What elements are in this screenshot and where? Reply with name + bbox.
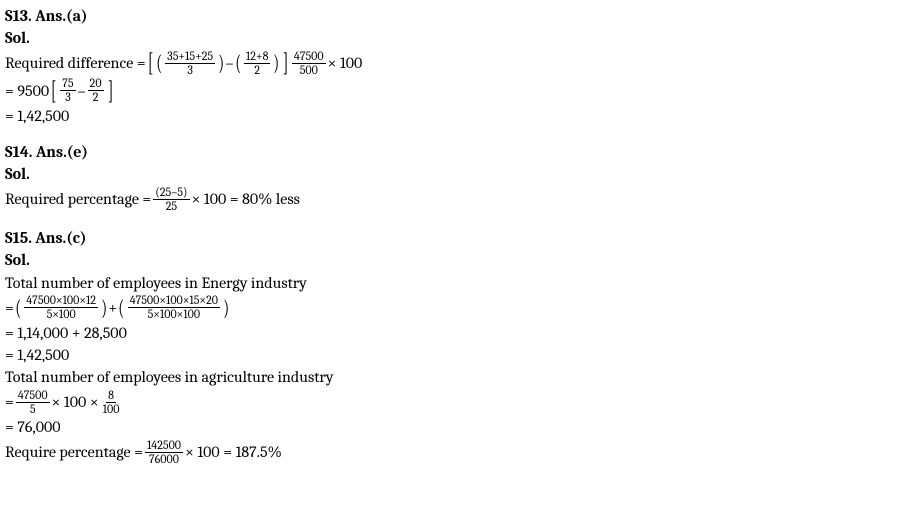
fraction: 35+15+253	[165, 50, 215, 77]
minus: –	[226, 52, 234, 74]
s14-header: S14. Ans.(e)	[5, 141, 900, 163]
s15-l1: Total number of employees in Energy indu…	[5, 272, 900, 294]
s13-line3: = 1,42,500	[5, 105, 900, 127]
bracket-open: [	[147, 50, 152, 76]
s14-sol: Sol.	[5, 163, 900, 185]
s15-tail: × 100 = 187.5%	[185, 441, 282, 463]
s14-tail: × 100 = 80% less	[192, 188, 300, 210]
minus: –	[78, 80, 86, 102]
times100: × 100	[328, 52, 363, 74]
paren-close: )	[223, 297, 229, 319]
bracket-open: [	[51, 78, 56, 104]
s15-sol: Sol.	[5, 249, 900, 271]
bracket-close: ]	[283, 50, 288, 76]
mid: × 100 ×	[52, 391, 99, 413]
s15-lead: Require percentage =	[5, 441, 143, 463]
fraction: 475005	[16, 389, 50, 416]
plus: +	[108, 297, 117, 319]
fraction: 8100	[101, 389, 122, 416]
solution-s13: S13. Ans.(a) Sol. Required difference = …	[5, 5, 900, 127]
fraction: 12+82	[244, 50, 270, 77]
s13-lead: Required difference =	[5, 52, 146, 74]
fraction: 202	[88, 77, 104, 104]
s15-line6: = 475005 × 100 × 8100	[5, 389, 900, 416]
paren-close: )	[101, 297, 107, 319]
paren-open: (	[15, 297, 21, 319]
s13-header: S13. Ans.(a)	[5, 5, 900, 27]
s15-l5: Total number of employees in agriculture…	[5, 366, 900, 388]
solution-s15: S15. Ans.(c) Sol. Total number of employ…	[5, 227, 900, 466]
fraction: (25–5)25	[153, 186, 189, 213]
s14-line1: Required percentage = (25–5)25 × 100 = 8…	[5, 186, 900, 213]
s15-header: S15. Ans.(c)	[5, 227, 900, 249]
eq: =	[5, 391, 14, 413]
s15-line2: = ( 47500×100×125×100 ) + ( 47500×100×15…	[5, 294, 900, 321]
paren-close: )	[218, 52, 224, 74]
paren-close: )	[274, 52, 280, 74]
paren-open: (	[235, 52, 241, 74]
paren-open: (	[119, 297, 125, 319]
s14-lead: Required percentage =	[5, 188, 151, 210]
fraction: 47500×100×15×205×100×100	[128, 294, 220, 321]
paren-open: (	[156, 52, 162, 74]
s13-line1: Required difference = [ ( 35+15+253 ) – …	[5, 50, 900, 77]
s15-line8: Require percentage = 14250076000 × 100 =…	[5, 439, 900, 466]
fraction: 753	[60, 77, 75, 104]
s13-line2: = 9500 [ 753 – 202 ]	[5, 77, 900, 104]
eq: =	[5, 297, 14, 319]
fraction: 47500×100×125×100	[24, 294, 98, 321]
s15-l7: = 76,000	[5, 416, 900, 438]
fraction: 14250076000	[145, 439, 183, 466]
bracket-close: ]	[107, 78, 112, 104]
solution-s14: S14. Ans.(e) Sol. Required percentage = …	[5, 141, 900, 213]
s13-sol: Sol.	[5, 27, 900, 49]
s13-9500: = 9500	[5, 80, 49, 102]
fraction: 47500500	[292, 50, 326, 77]
s15-l4: = 1,42,500	[5, 344, 900, 366]
s15-l3: = 1,14,000 + 28,500	[5, 322, 900, 344]
